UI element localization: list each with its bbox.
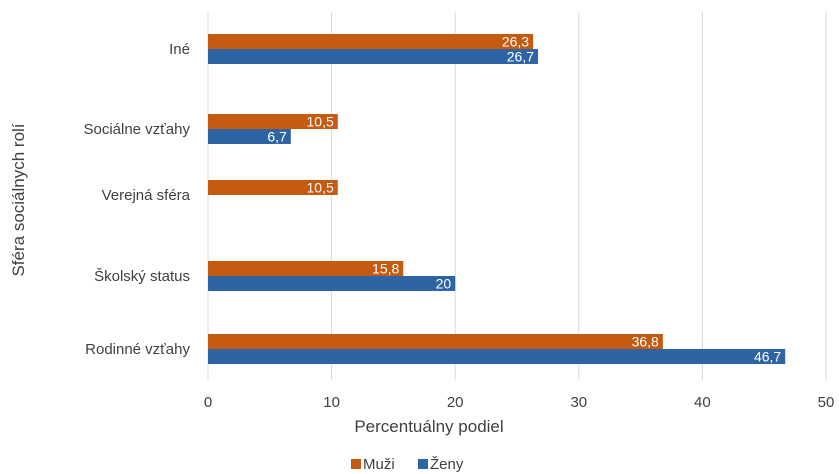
- category-labels: Iné Sociálne vzťahy Verejná sféra Školský s…: [83, 41, 190, 358]
- x-tick-label: 30: [570, 394, 587, 411]
- legend: Muži Ženy: [351, 456, 464, 473]
- category-label: Iné: [169, 41, 190, 58]
- category-label: Školský status: [94, 268, 190, 285]
- category-label: Rodinné vzťahy: [85, 341, 190, 358]
- gridlines: [207, 12, 827, 380]
- bar-ženy: [208, 49, 539, 64]
- bar-muži: [208, 114, 338, 129]
- x-tick-label: 0: [204, 394, 212, 411]
- data-label: 20: [436, 276, 452, 292]
- data-label: 46,7: [754, 349, 781, 365]
- data-label: 6,7: [267, 129, 287, 145]
- legend-swatch: [351, 459, 361, 469]
- bar-muži: [208, 334, 663, 349]
- data-labels: 26,3 10,5 10,5 15,8 36,8 26,7 6,7 20 46,7: [267, 34, 781, 365]
- y-axis-title: Sféra sociálnych rolí: [9, 123, 28, 276]
- bar-muži: [208, 34, 534, 49]
- legend-label: Muži: [363, 456, 395, 473]
- bar-ženy: [208, 349, 786, 364]
- data-label: 26,7: [507, 49, 534, 65]
- x-tick-labels: 0 10 20 30 40 50: [204, 394, 835, 411]
- x-tick-label: 40: [694, 394, 711, 411]
- bars: [208, 34, 786, 364]
- legend-label: Ženy: [430, 456, 464, 473]
- bar-ženy: [208, 276, 456, 291]
- x-tick-label: 20: [447, 394, 464, 411]
- data-label: 10,5: [307, 114, 334, 130]
- data-label: 10,5: [307, 180, 334, 196]
- bar-muži: [208, 180, 338, 195]
- bar-muži: [208, 261, 404, 276]
- data-label: 36,8: [632, 334, 659, 350]
- legend-swatch: [418, 459, 428, 469]
- x-tick-label: 10: [323, 394, 340, 411]
- x-tick-label: 50: [818, 394, 835, 411]
- data-label: 15,8: [372, 261, 399, 277]
- category-label: Sociálne vzťahy: [83, 121, 190, 138]
- data-label: 26,3: [502, 34, 529, 50]
- x-axis-title: Percentuálny podiel: [354, 417, 503, 436]
- bar-ženy: [208, 129, 291, 144]
- category-label: Verejná sféra: [102, 187, 191, 204]
